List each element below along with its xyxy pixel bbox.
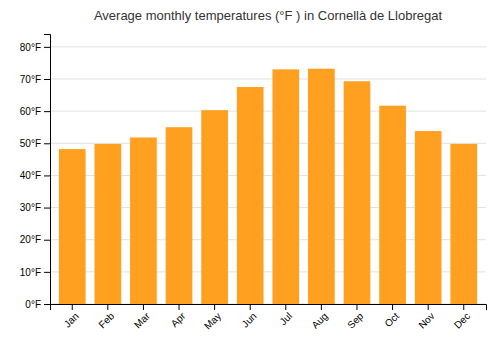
x-tick-mark — [143, 304, 144, 310]
y-tick: 40°F — [20, 170, 50, 181]
x-tick-label: Apr — [169, 310, 188, 329]
x-tick: Sep — [345, 304, 366, 331]
bar — [201, 110, 228, 304]
y-tick-label: 20°F — [20, 234, 41, 245]
x-tick: Mar — [132, 304, 152, 330]
bar — [344, 81, 371, 304]
x-axis-line — [51, 305, 487, 311]
x-tick-label: Jul — [277, 310, 294, 327]
grid-line — [50, 46, 486, 47]
y-tick-label: 80°F — [20, 42, 41, 53]
x-tick-mark — [107, 304, 108, 310]
x-tick-mark — [463, 304, 464, 310]
y-tick: 0°F — [25, 299, 50, 310]
y-tick-label: 70°F — [20, 74, 41, 85]
y-tick: 30°F — [20, 202, 50, 213]
y-axis-line — [44, 35, 51, 305]
x-tick-label: Jun — [240, 310, 259, 329]
x-tick-mark — [356, 304, 357, 310]
y-tick-mark — [44, 79, 50, 80]
x-tick: Jan — [62, 304, 81, 330]
bar — [308, 69, 335, 304]
x-tick: May — [202, 304, 223, 332]
grid — [50, 47, 486, 304]
y-tick: 60°F — [20, 106, 50, 117]
bar — [272, 69, 299, 304]
x-tick-label: Nov — [416, 310, 436, 330]
bar — [94, 144, 121, 304]
x-axis: Jan Feb Mar Apr May Jun Jul Aug Sep Oct Nov Dec — [51, 304, 487, 332]
y-tick-label: 0°F — [25, 299, 41, 310]
x-tick-mark — [428, 304, 429, 310]
y-tick-label: 60°F — [20, 106, 41, 117]
bar — [237, 87, 264, 304]
x-tick-label: Mar — [132, 310, 152, 330]
chart-container: 0°F 10°F 20°F 30°F 40°F 50°F 60°F 70°F 80°F Jan Fe… — [0, 0, 500, 350]
y-axis: 0°F 10°F 20°F 30°F 40°F 50°F 60°F 70°F 80°F — [20, 35, 51, 310]
title: Average monthly temperatures (°F ) in Co… — [94, 8, 443, 23]
x-tick: Nov — [416, 304, 436, 331]
y-tick-label: 10°F — [20, 267, 41, 278]
y-tick-label: 50°F — [20, 138, 41, 149]
bar — [450, 144, 477, 304]
y-tick-label: 40°F — [20, 170, 41, 181]
x-tick-label: Jan — [62, 310, 81, 329]
x-tick: Apr — [169, 304, 188, 329]
x-tick: Feb — [96, 304, 116, 330]
y-tick: 50°F — [20, 138, 50, 149]
y-tick-mark — [44, 208, 50, 209]
y-tick-mark — [44, 240, 50, 241]
y-tick-label: 30°F — [20, 202, 41, 213]
y-tick: 80°F — [20, 42, 50, 53]
y-tick-mark — [44, 272, 50, 273]
chart: 0°F 10°F 20°F 30°F 40°F 50°F 60°F 70°F 80°F Jan Fe… — [0, 0, 500, 350]
x-tick-label: Sep — [345, 310, 366, 331]
y-tick-mark — [44, 111, 50, 112]
x-tick-label: Aug — [310, 310, 330, 330]
bar — [166, 127, 193, 304]
x-tick: Jul — [277, 304, 294, 327]
x-tick-mark — [72, 304, 73, 310]
x-tick: Jun — [240, 304, 259, 330]
y-tick: 20°F — [20, 234, 50, 245]
x-tick-label: May — [202, 310, 223, 331]
x-tick-mark — [285, 304, 286, 310]
x-tick-mark — [250, 304, 251, 310]
bar — [415, 131, 442, 304]
x-tick-mark — [214, 304, 215, 310]
y-tick-mark — [44, 47, 50, 48]
grid-line — [50, 79, 486, 80]
y-tick-mark — [44, 304, 50, 305]
x-tick-mark — [392, 304, 393, 310]
bar — [59, 149, 86, 304]
x-tick-label: Oct — [382, 310, 401, 329]
x-tick-label: Dec — [452, 310, 472, 330]
x-tick: Oct — [382, 304, 401, 329]
y-tick: 10°F — [20, 267, 50, 278]
y-tick: 70°F — [20, 74, 50, 85]
x-tick-label: Feb — [96, 310, 116, 330]
y-tick-mark — [44, 143, 50, 144]
bar — [130, 138, 157, 305]
x-tick-mark — [321, 304, 322, 310]
x-tick: Aug — [310, 304, 330, 331]
bars — [59, 69, 477, 304]
bar — [379, 106, 406, 304]
x-tick: Dec — [452, 304, 472, 331]
grid-line — [50, 111, 486, 112]
x-tick-mark — [179, 304, 180, 310]
y-tick-mark — [44, 175, 50, 176]
